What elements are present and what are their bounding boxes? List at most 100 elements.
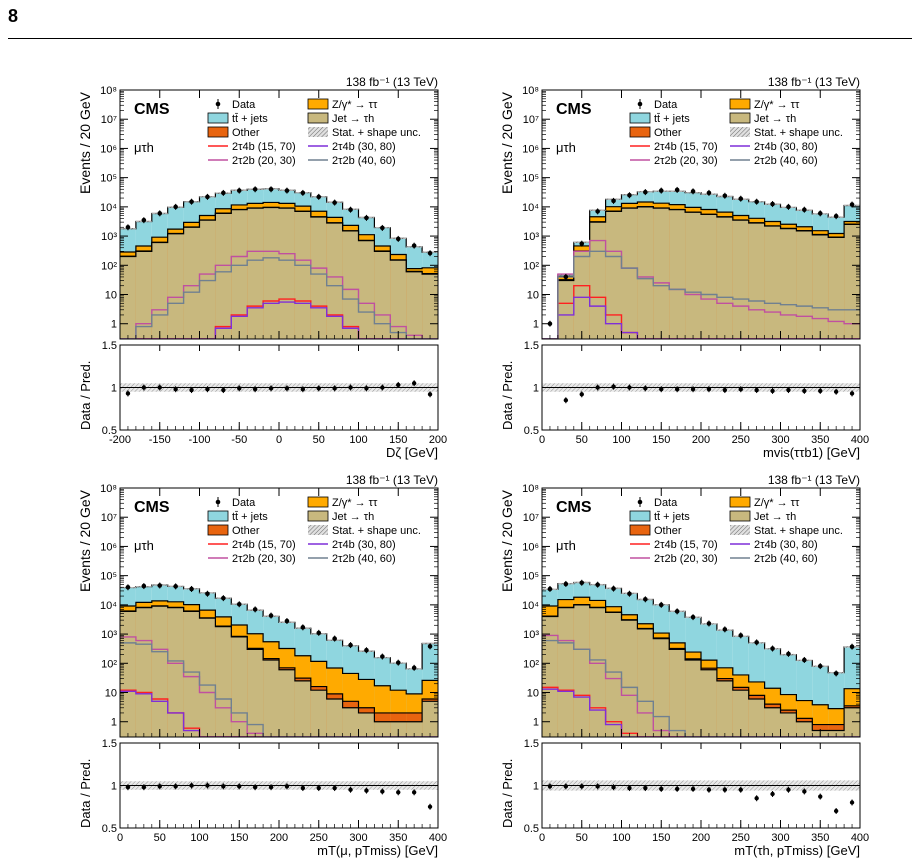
y-axis-label: Events / 20 GeV [499, 489, 515, 592]
legend-entry: Z/γ* → ττ [754, 497, 800, 509]
x-tick-label: 150 [389, 434, 407, 446]
stack-bar-jetfake [589, 607, 606, 737]
x-tick-label: 200 [692, 434, 710, 446]
y-axis-label: Events / 20 GeV [77, 91, 93, 194]
ratio-point [221, 784, 226, 789]
ratio-point [563, 398, 569, 403]
data-point [786, 204, 791, 210]
data-point [284, 188, 290, 193]
y-tick-label: 10⁴ [100, 600, 117, 612]
ratio-point [627, 385, 632, 390]
y-tick-label: 1 [533, 319, 539, 331]
y-tick-label: 1 [111, 717, 117, 729]
stack-bar-jetfake [183, 611, 200, 737]
legend-entry: 2τ4b (15, 70) [232, 539, 296, 551]
x-tick-label: 150 [230, 832, 248, 844]
ratio-point [173, 784, 178, 789]
signal-line-s_2t4b_15_70 [120, 689, 438, 737]
ratio-point [237, 386, 242, 391]
ratio-point [364, 386, 369, 391]
ratio-y-tick-label: 1.5 [102, 340, 117, 352]
ratio-point [125, 785, 131, 790]
stack-outline-dy [120, 201, 438, 270]
x-tick-label: 400 [851, 434, 869, 446]
stack-bar-jetfake [764, 226, 781, 339]
legend: Data tt̄ + jets Other 2τ4b (15, 70) 2τ2b (20… [207, 98, 421, 167]
main-pad [542, 186, 860, 339]
x-tick-label: 50 [576, 832, 588, 844]
stack-bar-jetfake [135, 251, 152, 339]
data-point [125, 224, 131, 230]
signal-line-s_2t4b_30_80 [120, 690, 438, 737]
legend-swatch [729, 496, 751, 508]
ratio-point [284, 784, 290, 789]
data-point [738, 633, 744, 638]
data-point [833, 671, 839, 676]
x-tick-label: 250 [732, 832, 750, 844]
ratio-point [125, 391, 131, 396]
stack-bar-jetfake [685, 212, 701, 339]
legend-entry: 2τ4b (30, 80) [754, 539, 818, 551]
data-point [595, 582, 600, 587]
legend-entry: Other [232, 127, 260, 139]
stack-bar-jetfake [263, 207, 279, 339]
y-tick-label: 10⁸ [522, 483, 539, 495]
x-tick-label: 350 [811, 832, 829, 844]
data-point [236, 188, 242, 193]
x-tick-label: 200 [270, 832, 288, 844]
stack-bar-jetfake [263, 659, 279, 737]
y-tick-label: 10² [523, 658, 539, 670]
stack-bar-jetfake [780, 712, 797, 737]
ratio-point [786, 787, 791, 792]
stack-bar-jetfake [701, 669, 717, 737]
ratio-point [300, 785, 306, 791]
page-number: 8 [8, 6, 19, 26]
data-point [141, 583, 147, 589]
stack-bar-jetfake [669, 209, 686, 339]
ratio-point [364, 788, 369, 793]
legend-entry: 2τ2b (40, 60) [332, 553, 396, 565]
y-tick-label: 10⁸ [100, 85, 117, 97]
ratio-point [237, 784, 242, 789]
ratio-y-tick-label: 1.5 [102, 738, 117, 750]
ratio-pad: 0.5 1 1.5 Data / Pred. [78, 738, 439, 835]
signal-line-s_2t2b_20_30 [120, 250, 438, 339]
signal-line-s_2t4b_15_70 [542, 686, 860, 737]
stack-bar-jetfake [183, 227, 200, 339]
legend-swatch [629, 112, 651, 124]
stack-bar-jetfake [247, 649, 264, 737]
stack-bar-jetfake [247, 208, 264, 339]
data-point [611, 198, 616, 204]
main-pad [120, 186, 438, 339]
data-point [802, 657, 807, 663]
ratio-point [643, 785, 648, 791]
data-point [817, 663, 823, 669]
signal-line-s_2t4b_30_80 [120, 301, 438, 339]
data-point [157, 583, 163, 588]
legend-data-marker [637, 101, 643, 107]
data-point [205, 591, 210, 597]
stack-bar-jetfake [167, 233, 184, 339]
legend-entry: Jet → τh [754, 511, 796, 523]
stack-bar-jetfake [796, 721, 813, 737]
stack-bar-jetfake [215, 213, 232, 339]
legend-swatch [308, 525, 328, 535]
x-axis-label: mvis(ττb1) [GeV] [763, 445, 860, 460]
data-point [690, 614, 696, 620]
stack-bar-jetfake [294, 211, 311, 339]
ratio-point [427, 804, 433, 809]
data-point [252, 186, 258, 192]
ratio-point [332, 785, 337, 791]
data-point [364, 215, 369, 221]
legend-swatch [307, 496, 329, 508]
stack-bar-jetfake [151, 606, 168, 737]
data-point [579, 580, 585, 586]
stack-bar-jetfake [406, 271, 423, 339]
stack-bar-jetfake [406, 721, 423, 737]
channel-label: μτh [134, 538, 154, 553]
legend-entry: Stat. + shape unc. [754, 127, 843, 139]
ratio-y-tick-label: 1 [111, 383, 117, 395]
data-point [332, 200, 337, 205]
ratio-y-axis-label: Data / Pred. [500, 759, 515, 828]
stack-bar-jetfake [422, 274, 438, 339]
